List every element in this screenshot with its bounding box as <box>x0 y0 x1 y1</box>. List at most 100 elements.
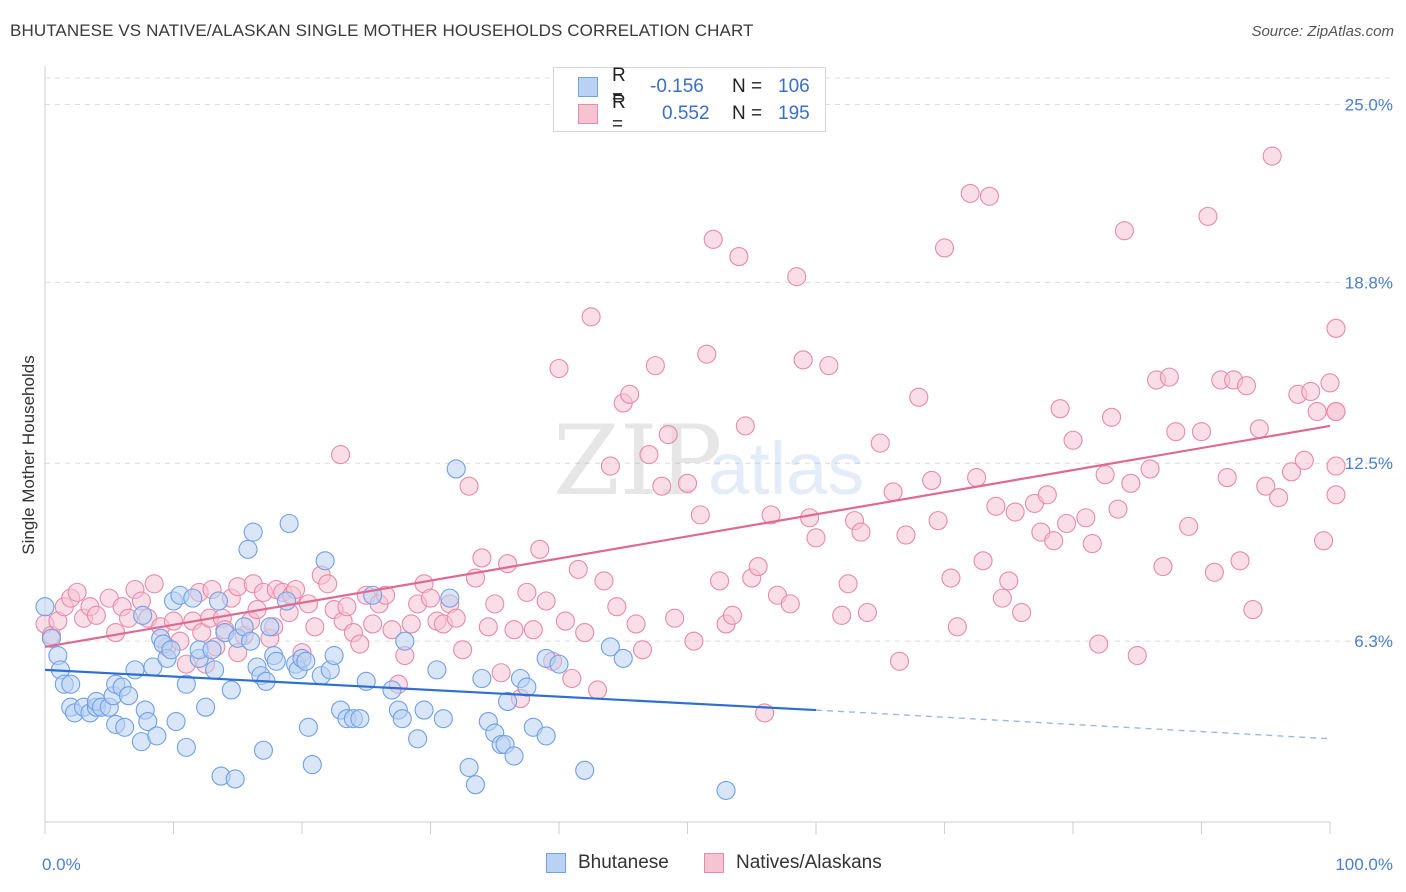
data-point-bhutanese <box>41 628 61 648</box>
data-point-natives <box>665 608 685 628</box>
data-point-bhutanese <box>225 769 245 789</box>
x-tick-label-min: 0.0% <box>42 855 81 874</box>
data-point-natives <box>1037 485 1057 505</box>
data-point-bhutanese <box>350 709 370 729</box>
data-point-bhutanese <box>196 697 216 717</box>
trend-line-bhutanese-extrapolated <box>815 709 1331 740</box>
data-point-natives <box>1044 531 1064 551</box>
data-point-bhutanese <box>147 726 167 746</box>
data-point-natives <box>928 511 948 531</box>
legend-swatch-bhutanese <box>578 77 598 97</box>
x-tick-label-max: 100.0% <box>1335 855 1393 874</box>
data-point-natives <box>485 594 505 614</box>
legend-item-natives[interactable]: Natives/Alaskans <box>704 852 882 874</box>
data-point-bhutanese <box>35 597 55 617</box>
data-point-bhutanese <box>575 760 595 780</box>
axes <box>44 66 1331 834</box>
data-point-natives <box>697 344 717 364</box>
data-point-natives <box>453 640 473 660</box>
data-point-natives <box>1012 602 1032 623</box>
data-point-bhutanese <box>266 651 286 671</box>
data-point-bhutanese <box>613 648 633 668</box>
data-point-natives <box>363 614 383 634</box>
data-point-bhutanese <box>498 691 518 712</box>
data-point-bhutanese <box>440 588 460 608</box>
tick-labels: 6.3% 12.5% 18.8% 25.0% 0.0% 100.0% <box>42 95 1393 874</box>
data-point-natives <box>382 620 402 640</box>
data-point-natives <box>703 229 723 249</box>
data-point-natives <box>748 556 768 577</box>
data-point-natives <box>1140 459 1160 479</box>
data-point-bhutanese <box>427 660 447 680</box>
data-point-natives <box>941 568 961 588</box>
data-point-natives <box>562 668 582 689</box>
data-point-natives <box>1095 465 1115 485</box>
data-point-natives <box>587 680 608 700</box>
data-point-natives <box>947 617 967 637</box>
data-point-natives <box>491 663 511 683</box>
data-point-bhutanese <box>296 651 316 671</box>
data-point-natives <box>967 468 987 488</box>
watermark: ZIP atlas <box>553 405 864 517</box>
data-point-natives <box>318 574 338 594</box>
data-point-natives <box>575 623 595 643</box>
data-point-natives <box>934 238 955 258</box>
data-point-natives <box>1063 430 1083 450</box>
data-point-natives <box>549 358 569 379</box>
data-point-bhutanese <box>472 668 492 689</box>
data-point-natives <box>1005 502 1025 522</box>
data-point-natives <box>658 424 678 445</box>
data-point-natives <box>530 539 550 559</box>
data-point-natives <box>1127 645 1147 666</box>
data-point-natives <box>67 582 87 602</box>
trend-line-natives <box>44 424 1331 649</box>
data-point-natives <box>857 602 877 623</box>
data-point-natives <box>1230 551 1250 571</box>
data-point-natives <box>1153 556 1173 577</box>
data-point-natives <box>1326 456 1346 476</box>
source-label: Source: ZipAtlas.com <box>1251 23 1394 40</box>
data-point-natives <box>536 591 556 611</box>
data-point-natives <box>1114 221 1134 241</box>
data-point-natives <box>684 631 704 651</box>
data-point-natives <box>1089 634 1109 654</box>
data-point-natives <box>999 571 1019 591</box>
data-point-natives <box>838 574 858 594</box>
data-point-natives <box>459 476 479 496</box>
data-point-natives <box>851 522 871 542</box>
data-point-natives <box>1159 367 1179 387</box>
data-point-bhutanese <box>118 686 139 706</box>
data-point-natives <box>1269 488 1289 508</box>
data-point-bhutanese <box>176 674 196 694</box>
data-point-bhutanese <box>382 680 402 700</box>
data-point-natives <box>1121 473 1141 493</box>
data-point-natives <box>645 356 665 376</box>
data-point-natives <box>639 445 659 465</box>
data-point-natives <box>1204 562 1224 582</box>
data-point-natives <box>498 554 518 574</box>
data-point-natives <box>1326 402 1346 422</box>
data-point-natives <box>350 634 370 654</box>
data-point-bhutanese <box>324 645 344 666</box>
data-point-natives <box>1076 508 1096 528</box>
data-point-natives <box>729 247 749 267</box>
data-point-bhutanese <box>205 660 225 680</box>
y-axis-title: Single Mother Households <box>19 355 38 554</box>
data-point-natives <box>979 186 1000 206</box>
data-point-bhutanese <box>414 700 434 720</box>
data-point-natives <box>986 496 1006 516</box>
data-point-bhutanese <box>517 677 537 697</box>
data-point-natives <box>1294 450 1314 470</box>
data-point-bhutanese <box>133 605 153 625</box>
legend-item-bhutanese[interactable]: Bhutanese <box>546 852 669 874</box>
data-point-natives <box>1249 419 1269 439</box>
data-point-bhutanese <box>241 631 261 651</box>
data-point-natives <box>896 525 916 545</box>
legend-r-label: R = <box>612 65 626 108</box>
y-tick-label: 25.0% <box>1345 95 1393 114</box>
data-point-natives <box>401 614 421 634</box>
data-point-natives <box>722 605 743 625</box>
data-point-natives <box>800 508 820 528</box>
legend-r-value: 0.552 <box>662 103 710 124</box>
